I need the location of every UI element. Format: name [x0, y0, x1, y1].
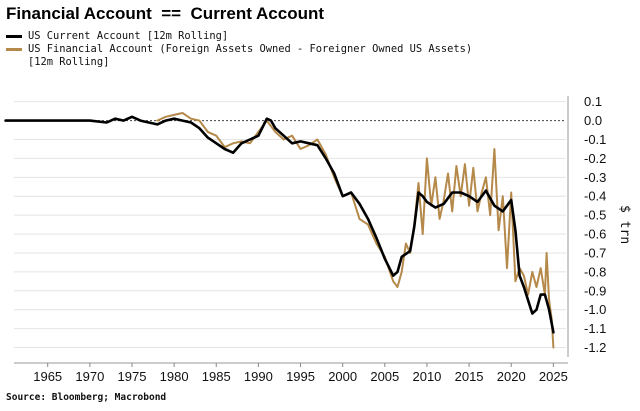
- x-tick-label: 1990: [244, 369, 273, 384]
- legend-swatch-current-account: [6, 35, 22, 38]
- y-tick-label: 0.1: [584, 94, 602, 109]
- x-tick-label: 2015: [455, 369, 484, 384]
- x-tick-label: 2000: [328, 369, 357, 384]
- legend-item-current-account: US Current Account [12m Rolling]: [6, 30, 472, 43]
- x-tick-label: 1985: [202, 369, 231, 384]
- x-tick-label: 2025: [539, 369, 568, 384]
- y-tick-label: -0.1: [584, 132, 606, 147]
- chart-title: Financial Account == Current Account: [6, 4, 325, 23]
- source-note: Source: Bloomberg; Macrobond: [6, 392, 167, 403]
- y-tick-label: -1.2: [584, 340, 606, 355]
- y-tick-label: -0.8: [584, 264, 606, 279]
- y-tick-label: -0.6: [584, 227, 606, 242]
- y-tick-label: 0.0: [584, 113, 602, 128]
- x-tick-label: 1970: [75, 369, 104, 384]
- y-tick-label: -0.5: [584, 208, 606, 223]
- y-tick-label: -0.7: [584, 245, 606, 260]
- y-axis-title: $ trn: [617, 205, 632, 244]
- y-tick-label: -0.2: [584, 151, 606, 166]
- series-line-financial-account: [156, 112, 555, 349]
- legend-item-financial-account: US Financial Account (Foreign Assets Own…: [6, 43, 472, 69]
- y-tick-label: -1.0: [584, 302, 606, 317]
- x-tick-label: 2020: [497, 369, 526, 384]
- x-tick-label: 1980: [160, 369, 189, 384]
- legend-label-current-account: US Current Account [12m Rolling]: [28, 30, 229, 42]
- legend: US Current Account [12m Rolling] US Fina…: [6, 30, 472, 69]
- x-tick-label: 1975: [118, 369, 147, 384]
- y-tick-label: -0.3: [584, 170, 606, 185]
- legend-swatch-financial-account: [6, 48, 22, 51]
- x-tick-label: 1995: [286, 369, 315, 384]
- x-tick-label: 1965: [33, 369, 62, 384]
- x-tick-label: 2010: [412, 369, 441, 384]
- x-tick-label: 2005: [370, 369, 399, 384]
- series-line-current-account: [4, 115, 555, 334]
- y-tick-label: -0.4: [584, 189, 606, 204]
- legend-label-financial-account: US Financial Account (Foreign Assets Own…: [28, 43, 473, 68]
- y-tick-label: -0.9: [584, 283, 606, 298]
- y-tick-label: -1.1: [584, 321, 606, 336]
